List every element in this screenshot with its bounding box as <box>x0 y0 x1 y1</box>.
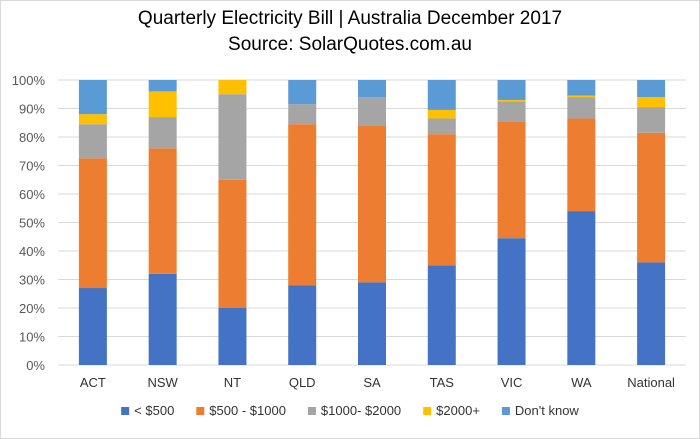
y-tick-label: 30% <box>19 273 45 288</box>
bar-segment <box>637 132 666 263</box>
legend-label: < $500 <box>134 403 174 418</box>
bar-segment <box>427 80 456 110</box>
y-tick-label: 10% <box>19 330 45 345</box>
bar-segment <box>637 107 666 133</box>
legend-label: $1000- $2000 <box>321 403 401 418</box>
bar-segment <box>148 273 177 365</box>
bar-segment <box>567 118 596 212</box>
bar-segment <box>78 288 107 365</box>
bar-segment <box>148 148 177 274</box>
bar-segment <box>567 80 596 96</box>
bar-segment <box>218 94 247 180</box>
bar-segment <box>358 282 386 365</box>
x-tick-label: QLD <box>289 375 316 390</box>
bar-segment <box>78 114 107 125</box>
bar-segment <box>637 262 666 365</box>
y-tick-label: 100% <box>12 73 46 88</box>
bar-segment <box>427 265 456 365</box>
bar-segment <box>567 211 596 365</box>
bar-segment <box>427 109 456 119</box>
legend-swatch <box>423 407 432 415</box>
bar-segment <box>218 179 247 308</box>
bar-segment <box>567 97 596 119</box>
x-tick-label: NT <box>224 375 241 390</box>
bar-segment <box>358 125 386 283</box>
legend-label: $2000+ <box>436 403 480 418</box>
bar-segment <box>497 80 526 100</box>
x-tick-label: National <box>627 375 675 390</box>
bar-segment <box>288 80 317 105</box>
y-tick-label: 40% <box>19 244 45 259</box>
bar-segment <box>497 99 526 102</box>
legend-swatch <box>501 407 510 415</box>
y-tick-label: 50% <box>19 216 45 231</box>
x-tick-label: SA <box>363 375 381 390</box>
legend-label: $500 - $1000 <box>209 403 286 418</box>
bar-segment <box>637 97 666 108</box>
bar-segment <box>288 285 317 365</box>
y-tick-label: 70% <box>19 159 45 174</box>
x-tick-label: WA <box>571 375 592 390</box>
legend-swatch <box>121 407 130 415</box>
bar-segment <box>497 238 526 365</box>
y-tick-label: 60% <box>19 187 45 202</box>
bar-segment <box>288 104 317 125</box>
bar-segment <box>497 121 526 239</box>
bar-segment <box>148 117 177 149</box>
bar-segment <box>148 80 177 92</box>
bar-segment <box>427 134 456 266</box>
y-tick-label: 80% <box>19 130 45 145</box>
chart-title: Quarterly Electricity Bill | Australia D… <box>137 8 563 29</box>
x-tick-label: ACT <box>80 375 106 390</box>
bar-segment <box>148 91 177 118</box>
legend-label: Don't know <box>515 403 580 418</box>
bar-segment <box>497 101 526 122</box>
chart-subtitle: Source: SolarQuotes.com.au <box>228 34 472 55</box>
bar-segment <box>288 124 317 286</box>
bar-segment <box>218 308 247 365</box>
bar-segment <box>427 118 456 135</box>
bar-segment <box>567 95 596 98</box>
legend-swatch <box>196 407 205 415</box>
y-tick-label: 20% <box>19 301 45 316</box>
x-tick-label: TAS <box>430 375 455 390</box>
bar-segment <box>78 124 107 159</box>
bar-segment <box>358 80 386 98</box>
bar-segment <box>78 80 107 115</box>
legend-swatch <box>307 407 316 415</box>
x-tick-label: VIC <box>501 375 523 390</box>
bar-segment <box>637 80 666 98</box>
bar-segment <box>358 97 386 126</box>
x-tick-label: NSW <box>147 375 178 390</box>
y-tick-label: 0% <box>26 358 45 373</box>
bar-segment <box>218 80 247 95</box>
y-tick-label: 90% <box>19 102 45 117</box>
bar-segment <box>78 158 107 289</box>
